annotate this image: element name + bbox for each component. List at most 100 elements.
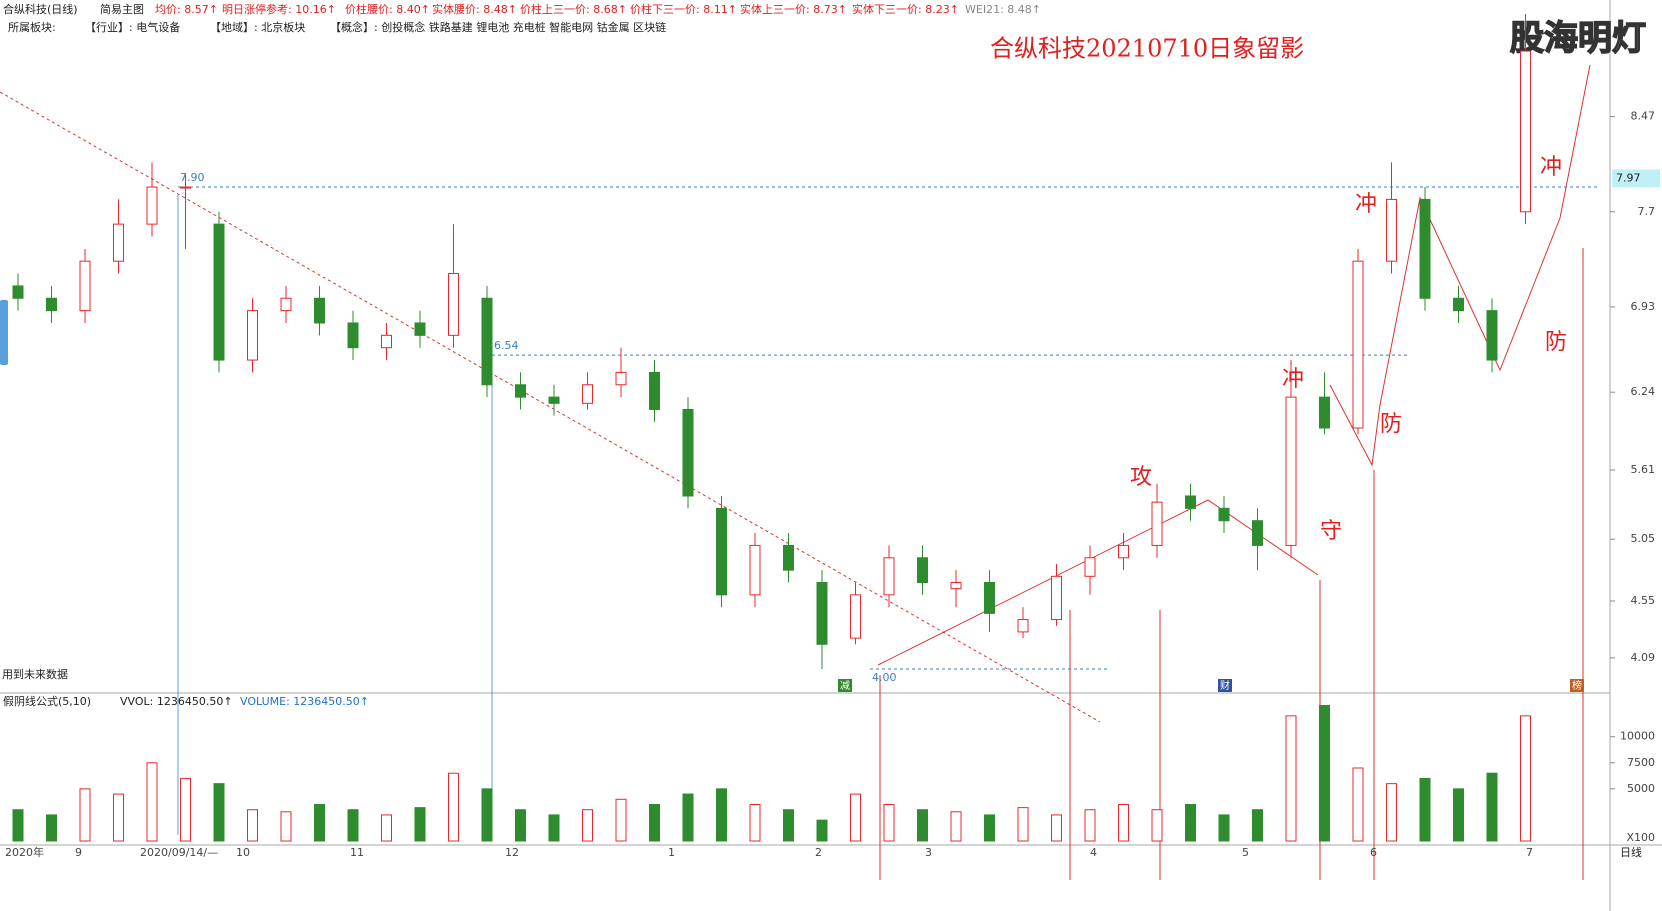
- volume-bar: [1017, 807, 1029, 842]
- candle-body: [1017, 619, 1029, 633]
- candle-body: [1386, 198, 1397, 262]
- volume-bar: [582, 809, 593, 842]
- volume-header: VOLUME: 1236450.50↑: [240, 695, 369, 708]
- x-tick-label: 7: [1526, 846, 1533, 859]
- volume-bar: [1285, 715, 1297, 842]
- volume-bar: [1051, 814, 1062, 842]
- volume-bar: [1185, 804, 1196, 842]
- candle-body: [46, 297, 57, 312]
- candle-body: [448, 273, 459, 336]
- volume-bar: [917, 809, 928, 842]
- note: 用到未来数据: [2, 667, 68, 681]
- candle-body: [548, 396, 560, 404]
- header-item: 明日涨停参考: 10.16↑: [222, 2, 336, 16]
- candle-body: [582, 384, 593, 404]
- candle-body: [515, 384, 526, 398]
- volume-bar: [1218, 814, 1230, 842]
- volume-bar: [79, 788, 91, 842]
- volume-bar: [314, 804, 325, 842]
- header-item: 简易主图: [100, 2, 144, 16]
- x-tick-label: 1: [668, 846, 675, 859]
- x-tick-label: 9: [75, 846, 82, 859]
- header-item: 均价: 8.57↑: [155, 3, 218, 16]
- trend-line: [0, 91, 1101, 723]
- x-tick-label: 4: [1090, 846, 1097, 859]
- candle-body: [1084, 557, 1096, 577]
- marker: 减: [840, 680, 850, 692]
- annotation: 冲: [1540, 155, 1562, 180]
- candle-body: [649, 371, 660, 410]
- sector-item: 【地域】: 北京板块: [210, 20, 305, 34]
- x-tick-label: 10: [236, 846, 250, 859]
- candle-body: [950, 581, 962, 590]
- candle-body: [816, 581, 828, 645]
- volume-bar: [1453, 788, 1464, 842]
- y-tick-label: 5.61: [1631, 463, 1656, 476]
- candle-body: [1218, 507, 1230, 522]
- volume-header: 假阴线公式(5,10): [3, 694, 91, 708]
- x-tick-label: 2: [815, 846, 822, 859]
- level-label: 7.90: [180, 171, 205, 184]
- header-item: WEI21: 8.48↑: [965, 3, 1041, 16]
- header-item: 价柱腰价: 8.40↑: [345, 2, 430, 16]
- volume-bar: [1118, 804, 1129, 842]
- side-handle[interactable]: [0, 300, 8, 365]
- candle-body: [883, 557, 895, 596]
- y-tick-label: 6.24: [1631, 385, 1656, 398]
- level-label: 4.00: [872, 671, 897, 684]
- candle-body: [280, 297, 292, 312]
- x-tick-label: 2020年: [5, 845, 44, 859]
- sector-item: 所属板块:: [8, 20, 56, 34]
- y-tick-label: 5.05: [1631, 532, 1656, 545]
- y-tick-label: 7.7: [1638, 205, 1656, 218]
- volume-bar: [481, 788, 493, 842]
- x-tick-label: 5: [1242, 846, 1249, 859]
- candle-body: [113, 223, 124, 262]
- marker: 榜: [1572, 679, 1582, 692]
- volume-header: VVOL: 1236450.50↑: [120, 695, 233, 708]
- volume-tick-label: 5000: [1627, 782, 1655, 795]
- header-item: 价柱上三一价: 8.68↑: [520, 2, 627, 16]
- x-tick-label: 11: [350, 846, 364, 859]
- annotation: 防: [1545, 330, 1567, 355]
- candle-body: [481, 297, 493, 386]
- header-item: 实体上三一价: 8.73↑: [740, 2, 847, 16]
- candle-body: [615, 371, 627, 386]
- candle-body: [1520, 50, 1531, 213]
- watermark: 股海明灯: [1510, 19, 1646, 59]
- volume-bar: [682, 793, 694, 842]
- volume-bar: [816, 819, 828, 842]
- candle-body: [1419, 198, 1431, 299]
- trend-line: [1329, 64, 1591, 467]
- volume-bar: [448, 772, 459, 842]
- header-item: 价柱下三一价: 8.11↑: [630, 2, 737, 16]
- volume-bar: [850, 793, 861, 842]
- annotation: 防: [1380, 412, 1402, 437]
- volume-bar: [1352, 767, 1364, 842]
- candle-body: [716, 507, 727, 596]
- volume-bar: [1419, 777, 1431, 842]
- annotation: 冲: [1355, 192, 1377, 217]
- volume-bar: [46, 814, 57, 842]
- candle-body: [213, 223, 225, 361]
- period: 日线: [1620, 845, 1642, 859]
- candle-body: [247, 310, 258, 361]
- candle-body: [146, 186, 158, 225]
- volume-bar: [1084, 809, 1096, 842]
- volume-bar: [1520, 715, 1531, 842]
- candle-body: [1185, 495, 1196, 509]
- x-tick-label: 6: [1370, 846, 1377, 859]
- candle-body: [682, 408, 694, 497]
- volume-bar: [984, 814, 995, 842]
- candle-body: [749, 544, 761, 596]
- candle-body: [79, 260, 91, 312]
- volume-bar: [213, 783, 225, 842]
- candle-body: [917, 557, 928, 583]
- volume-bar: [649, 804, 660, 842]
- volume-bar: [515, 809, 526, 842]
- volume-tick-label: 10000: [1620, 730, 1655, 743]
- volume-tick-label: 7500: [1627, 756, 1655, 769]
- y-tick-label: 4.09: [1631, 651, 1656, 664]
- candle-body: [347, 322, 359, 349]
- volume-bar: [783, 809, 794, 842]
